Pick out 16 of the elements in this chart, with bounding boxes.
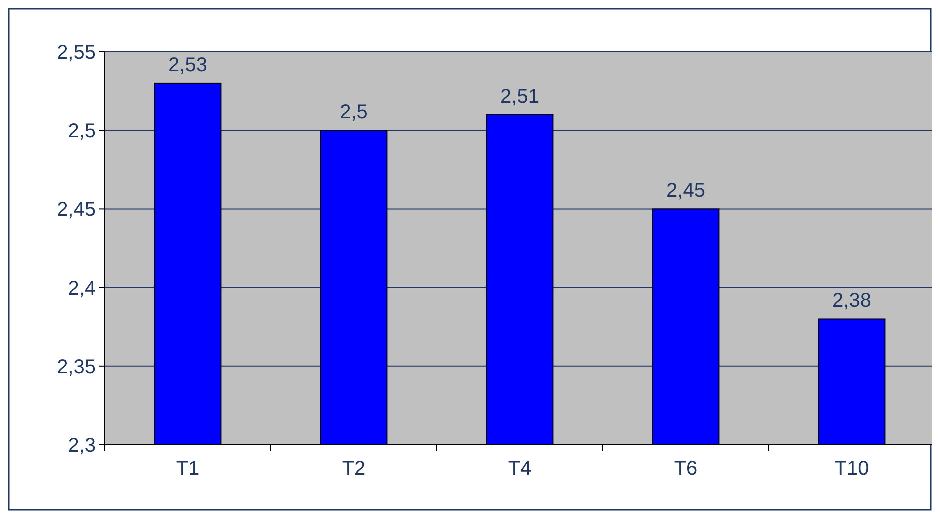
data-label: 2,5 [340,102,368,124]
data-label: 2,53 [168,54,208,76]
y-tick-label: 2,45 [57,199,96,222]
y-tick-label: 2,3 [68,435,96,457]
data-label: 2,51 [500,86,540,108]
x-tick-label: T6 [674,458,698,480]
data-label: 2,45 [666,180,706,202]
x-tick-label: T1 [176,458,200,480]
x-tick-label: T10 [834,458,870,480]
y-tick-label: 2,5 [68,120,96,143]
y-tick-label: 2,4 [68,278,96,300]
y-tick-label: 2,35 [57,356,96,378]
x-tick-label: T2 [342,458,366,480]
x-tick-label: T4 [508,458,532,480]
data-label: 2,38 [832,290,872,312]
y-tick-label: 2,55 [57,42,96,64]
